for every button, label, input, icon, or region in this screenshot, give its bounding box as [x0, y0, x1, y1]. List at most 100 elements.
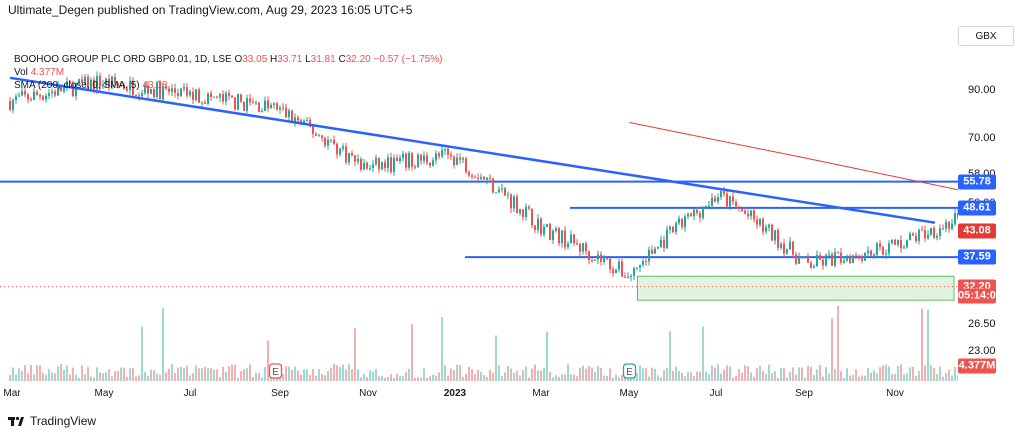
- volume-bar: [309, 375, 311, 381]
- volume-bar: [189, 375, 191, 381]
- candle-up: [789, 241, 791, 250]
- candle-down: [576, 243, 578, 245]
- candle-down: [384, 162, 386, 169]
- candle-down: [453, 156, 455, 166]
- candle-down: [117, 83, 119, 86]
- legend-vol: 4.377M: [30, 67, 65, 78]
- volume-bar: [507, 366, 509, 381]
- candle-up: [90, 79, 92, 90]
- candle-up: [654, 248, 656, 254]
- candle-up: [873, 254, 875, 256]
- volume-bar: [213, 369, 215, 381]
- volume-bar: [324, 375, 326, 381]
- volume-bar: [729, 366, 731, 381]
- candle-up: [660, 239, 662, 247]
- candle-down: [777, 230, 779, 248]
- volume-bar: [600, 367, 602, 381]
- time-axis[interactable]: Mar May Jul Sep Nov 2023 Mar May Jul Sep Nov: [0, 388, 958, 402]
- volume-bar: [765, 373, 767, 381]
- candle-down: [564, 230, 566, 248]
- candle-up: [906, 240, 908, 248]
- volume-bar: [954, 366, 956, 381]
- price-axis[interactable]: 90.0070.0058.0050.0030.0026.5023.0055.78…: [958, 0, 1024, 400]
- volume-bar: [843, 377, 845, 381]
- volume-bar: [918, 371, 920, 381]
- volume-bar: [789, 371, 791, 381]
- volume-bar: [447, 375, 449, 381]
- candle-up: [150, 89, 152, 94]
- volume-bar: [99, 372, 101, 381]
- volume-bar: [900, 364, 902, 381]
- volume-bar: [177, 367, 179, 381]
- candle-up: [927, 234, 929, 239]
- volume-bar: [123, 367, 125, 381]
- candle-up: [48, 93, 50, 96]
- candle-up: [537, 218, 539, 230]
- currency-button[interactable]: GBX: [958, 26, 1014, 46]
- candle-up: [195, 89, 197, 101]
- candle-down: [840, 252, 842, 263]
- candle-down: [855, 255, 857, 257]
- price-chart[interactable]: EEE⚡E: [0, 22, 958, 402]
- volume-bar: [534, 364, 536, 381]
- candle-down: [696, 209, 698, 214]
- volume-bar: [444, 365, 446, 381]
- chart-area[interactable]: EEE⚡E BOOHOO GROUP PLC ORD GBP0.01, 1D, …: [0, 22, 958, 402]
- candle-down: [591, 260, 593, 262]
- volume-bar: [693, 375, 695, 381]
- candle-down: [285, 107, 287, 118]
- volume-bar: [648, 376, 650, 381]
- candle-up: [45, 95, 47, 100]
- volume-bar: [207, 367, 209, 381]
- candle-down: [747, 213, 749, 217]
- candle-up: [561, 230, 563, 244]
- candle-up: [570, 234, 572, 244]
- volume-bar: [402, 375, 404, 381]
- candle-up: [51, 91, 53, 94]
- candle-up: [18, 95, 20, 97]
- candle-down: [27, 94, 29, 100]
- candle-up: [708, 205, 710, 207]
- volume-bar: [21, 370, 23, 381]
- candle-down: [99, 76, 101, 87]
- volume-bar: [654, 368, 656, 381]
- candle-up: [189, 91, 191, 96]
- volume-bar: [261, 377, 263, 381]
- legend-open: 33.05: [242, 54, 268, 65]
- candle-down: [459, 157, 461, 160]
- candle-up: [270, 104, 272, 109]
- volume-bar: [408, 368, 410, 381]
- volume-bar: [84, 374, 86, 381]
- candle-down: [249, 98, 251, 103]
- candle-up: [273, 103, 275, 105]
- candle-up: [888, 243, 890, 254]
- candle-down: [837, 252, 839, 254]
- volume-bar: [768, 364, 770, 381]
- candle-up: [825, 255, 827, 266]
- candle-down: [165, 86, 167, 89]
- volume-bar: [543, 367, 545, 381]
- candle-up: [813, 266, 815, 268]
- legend-high: 33.71: [277, 54, 303, 65]
- volume-bar: [738, 369, 740, 381]
- volume-bar: [663, 370, 665, 381]
- candle-down: [492, 178, 494, 193]
- volume-bar: [318, 369, 320, 381]
- candle-up: [525, 206, 527, 218]
- volume-bar: [636, 373, 638, 381]
- candle-up: [183, 86, 185, 89]
- volume-bar: [945, 373, 947, 381]
- volume-bar: [357, 369, 359, 381]
- volume-bar: [951, 375, 953, 381]
- event-label: E: [626, 367, 633, 378]
- volume-bar: [288, 366, 290, 381]
- candle-down: [234, 97, 236, 110]
- candle-down: [297, 117, 299, 121]
- volume-bar: [360, 377, 362, 381]
- volume-bar: [915, 375, 917, 381]
- candle-down: [231, 95, 233, 98]
- candle-up: [318, 135, 320, 137]
- volume-bar: [384, 377, 386, 381]
- candle-down: [336, 143, 338, 155]
- volume-bar: [837, 305, 839, 381]
